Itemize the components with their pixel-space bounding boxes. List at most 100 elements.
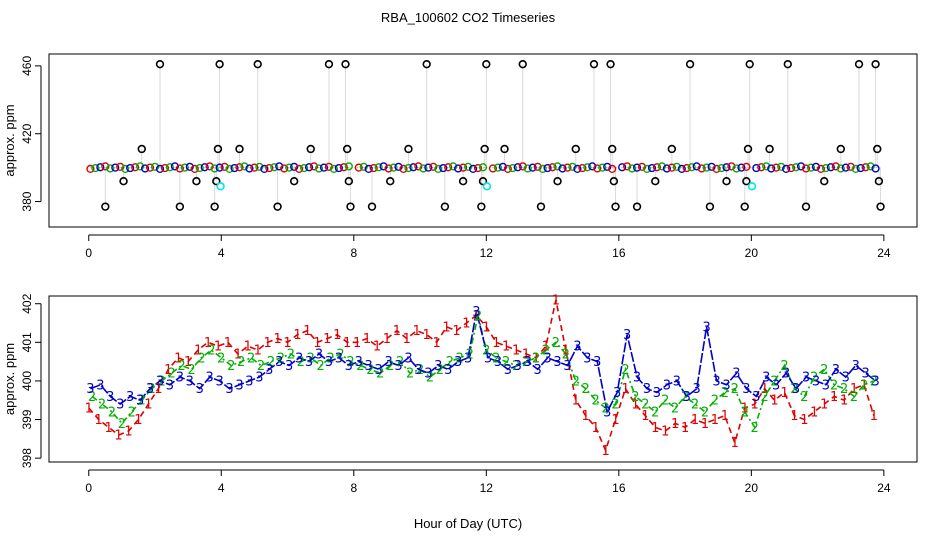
series-2-marker: 2 [108,405,116,420]
baseline-point [140,164,150,173]
baseline-point [856,163,865,173]
series-1-marker: 1 [532,351,540,366]
series-3-marker: 3 [643,382,651,397]
series-2-marker: 2 [681,390,689,405]
series-2-marker: 2 [456,351,464,366]
series-2-marker: 2 [426,371,434,386]
baseline-point [593,164,602,173]
series-3-marker: 3 [375,363,383,378]
series-3-marker: 3 [484,351,492,366]
series-3-marker: 3 [215,374,223,389]
series-3-marker: 3 [593,355,601,370]
series-3-marker: 3 [126,390,134,405]
baseline-point [871,164,880,173]
series-1-marker: 1 [204,336,212,351]
series-3-marker: 3 [603,405,611,420]
series-1-marker: 1 [234,347,242,362]
baseline-point [697,164,706,173]
baseline-point [200,163,209,172]
baseline-point [662,164,671,173]
series-3-marker: 3 [414,363,422,378]
series-1-marker: 1 [770,394,778,409]
baseline-point [101,162,110,171]
flagged-point [611,202,620,211]
baseline-point [449,162,458,171]
series-3-marker: 3 [742,382,750,397]
baseline-point [364,164,373,174]
baseline-point [86,164,95,174]
top-plot-axes: 0 4 8 12 16 20 24 380 420 460 [20,56,891,260]
baseline-point [618,163,627,172]
series-1-marker: 1 [452,324,460,339]
baseline-point [145,163,155,172]
series-1-marker: 1 [85,401,93,416]
series-2-marker: 2 [446,355,454,370]
flagged-point [477,202,486,211]
series-2-marker: 2 [741,405,749,420]
series-1-marker: 1 [711,413,719,428]
series-2-marker: 2 [474,309,482,324]
series-3-marker: 3 [683,390,691,405]
series-2-marker: 2 [701,405,709,420]
flagged-point [873,144,882,154]
series-3-marker: 3 [862,367,870,382]
baseline-point [737,163,746,172]
baseline-point [275,162,284,171]
baseline-point [240,162,249,171]
series-2-marker: 2 [317,359,325,374]
series-1-marker: 1 [154,382,162,397]
baseline-point [836,164,845,173]
series-3-marker: 3 [325,355,333,370]
baseline-point [742,162,751,171]
baseline-point [314,164,324,173]
baseline-point [180,163,189,172]
series-3-marker: 3 [802,371,810,386]
flagged-point [367,202,377,211]
series-1-marker: 1 [721,409,729,424]
x-tick-label: 4 [218,246,225,260]
series-2-marker: 2 [138,394,146,409]
series-2-marker: 2 [502,355,510,370]
baseline-point [667,163,676,172]
baseline-point [687,163,696,172]
series-3-marker: 3 [106,390,114,405]
series-2-marker: 2 [247,351,255,366]
baseline-point [563,163,572,172]
baseline-point [757,163,766,172]
series-1-marker: 1 [95,413,103,428]
baseline-point [801,164,811,173]
series-1-marker: 1 [184,355,192,370]
series-3-marker: 3 [722,378,730,393]
x-tick-label: 20 [745,481,759,495]
series-3-marker: 3 [762,371,770,386]
series-3-marker: 3 [186,374,194,389]
baseline-point [429,162,438,171]
series-1-marker: 1 [830,390,838,405]
series-3-marker: 3 [275,355,283,370]
series-2-marker: 2 [237,355,245,370]
y-tick-label: 400 [20,371,34,391]
baseline-point [553,162,562,171]
baseline-point [126,163,135,173]
chart-title: RBA_100602 CO2 Timeseries [381,10,556,25]
series-2-marker: 2 [800,390,808,405]
baseline-point [851,164,860,174]
series-2-marker: 2 [207,344,215,359]
series-1-marker: 1 [423,328,431,343]
flagged-point [667,144,677,154]
series-1-marker: 1 [820,398,828,413]
baseline-point [324,162,334,171]
baseline-point [404,163,413,173]
series-3-marker: 3 [116,398,124,413]
series-3-marker: 3 [663,378,671,393]
series-2-marker: 2 [621,363,629,378]
series-1-marker: 1 [144,398,152,413]
baseline-point [488,164,498,173]
series-3-marker: 3 [494,355,502,370]
series-1-marker: 1 [651,421,659,436]
series-1-marker: 1 [462,317,470,332]
baseline-point [588,162,597,171]
series-2-marker: 2 [840,382,848,397]
baseline-point [319,163,329,172]
series-2-marker: 2 [850,390,858,405]
